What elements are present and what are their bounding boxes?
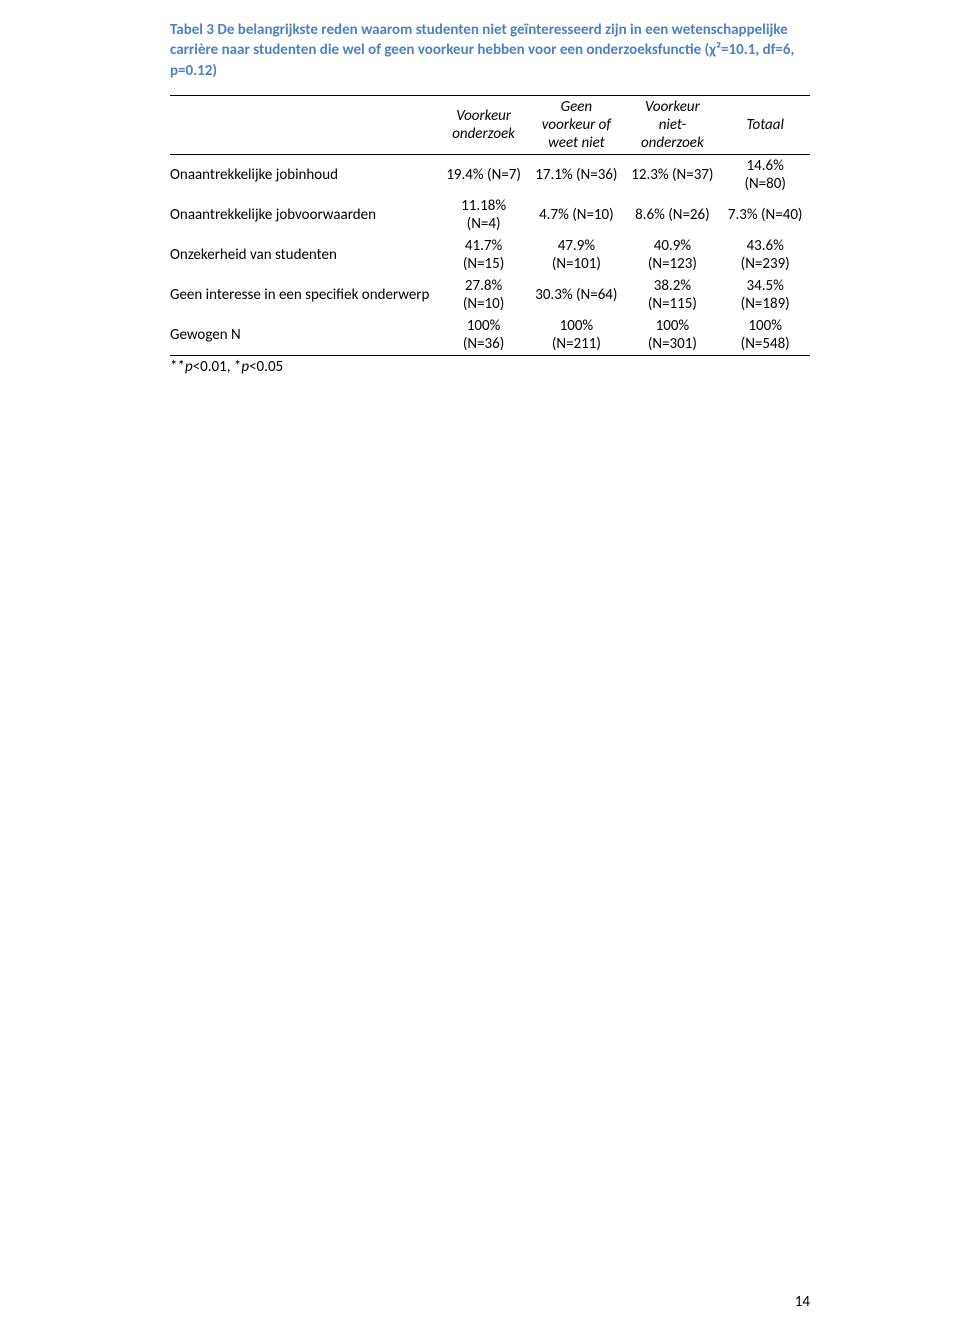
footnote-cond1: <0.01, <box>193 358 234 376</box>
table-header-row: Voorkeur onderzoek Geen voorkeur of weet… <box>170 95 810 154</box>
table-row: Onaantrekkelijke jobvoorwaarden 11.18% (… <box>170 195 810 235</box>
row-label: Onzekerheid van studenten <box>170 235 439 275</box>
row-label: Geen interesse in een specifiek onderwer… <box>170 275 439 315</box>
cell: 7.3% (N=40) <box>720 195 810 235</box>
cell: 100% (N=548) <box>720 315 810 356</box>
table-header-col3: Voorkeur niet-onderzoek <box>624 95 720 154</box>
table-row: Geen interesse in een specifiek onderwer… <box>170 275 810 315</box>
document-page: Tabel 3 De belangrijkste reden waarom st… <box>80 0 880 1331</box>
cell: 41.7% (N=15) <box>439 235 529 275</box>
table-caption: Tabel 3 De belangrijkste reden waarom st… <box>170 20 810 81</box>
table-footnote: **p<0.01, *p<0.05 <box>170 358 810 376</box>
cell: 30.3% (N=64) <box>528 275 624 315</box>
cell: 8.6% (N=26) <box>624 195 720 235</box>
cell: 43.6% (N=239) <box>720 235 810 275</box>
cell: 27.8% (N=10) <box>439 275 529 315</box>
cell: 100% (N=301) <box>624 315 720 356</box>
footnote-cond2: <0.05 <box>249 358 283 376</box>
table-row: Onzekerheid van studenten 41.7% (N=15) 4… <box>170 235 810 275</box>
cell: 11.18% (N=4) <box>439 195 529 235</box>
footnote-p2: p <box>241 358 249 376</box>
row-label: Gewogen N <box>170 315 439 356</box>
cell: 47.9% (N=101) <box>528 235 624 275</box>
cell: 12.3% (N=37) <box>624 154 720 195</box>
table-header-empty <box>170 95 439 154</box>
cell: 38.2% (N=115) <box>624 275 720 315</box>
table-header-col4: Totaal <box>720 95 810 154</box>
cell: 100% (N=211) <box>528 315 624 356</box>
data-table: Voorkeur onderzoek Geen voorkeur of weet… <box>170 95 810 356</box>
row-label: Onaantrekkelijke jobinhoud <box>170 154 439 195</box>
page-number: 14 <box>795 1293 810 1311</box>
table-row: Onaantrekkelijke jobinhoud 19.4% (N=7) 1… <box>170 154 810 195</box>
table-header-col1: Voorkeur onderzoek <box>439 95 529 154</box>
cell: 19.4% (N=7) <box>439 154 529 195</box>
cell: 17.1% (N=36) <box>528 154 624 195</box>
cell: 100% (N=36) <box>439 315 529 356</box>
row-label: Onaantrekkelijke jobvoorwaarden <box>170 195 439 235</box>
cell: 34.5% (N=189) <box>720 275 810 315</box>
table-row: Gewogen N 100% (N=36) 100% (N=211) 100% … <box>170 315 810 356</box>
cell: 4.7% (N=10) <box>528 195 624 235</box>
cell: 14.6% (N=80) <box>720 154 810 195</box>
table-header-col2: Geen voorkeur of weet niet <box>528 95 624 154</box>
cell: 40.9% (N=123) <box>624 235 720 275</box>
footnote-prefix1: ** <box>170 358 185 376</box>
footnote-p1: p <box>185 358 193 376</box>
